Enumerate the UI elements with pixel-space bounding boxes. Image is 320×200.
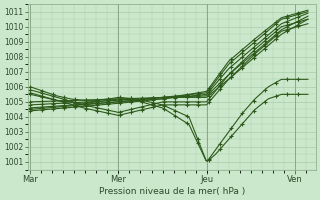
X-axis label: Pression niveau de la mer( hPa ): Pression niveau de la mer( hPa ) [99, 187, 245, 196]
